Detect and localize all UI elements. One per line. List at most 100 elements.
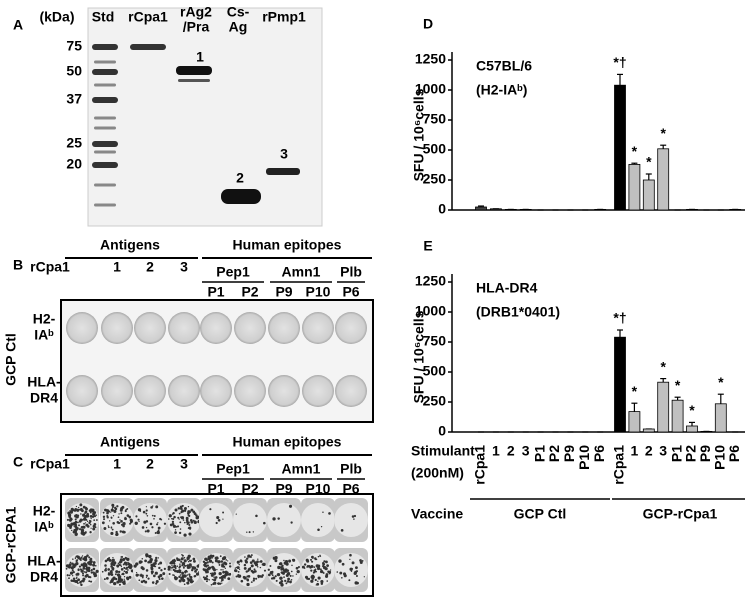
well — [334, 503, 368, 537]
spot — [171, 520, 175, 524]
spot — [122, 581, 126, 584]
significance-mark: * — [689, 402, 695, 418]
significance-mark: * — [632, 383, 638, 399]
spot — [203, 577, 207, 581]
spot — [154, 532, 157, 534]
spot — [72, 564, 75, 567]
spot — [92, 571, 95, 574]
spot — [244, 559, 248, 563]
vaccine-label: GCP Ctl — [3, 333, 19, 386]
spot — [206, 561, 209, 564]
spot — [210, 566, 212, 569]
spot — [326, 580, 329, 582]
bar — [642, 428, 655, 433]
spot — [316, 582, 320, 586]
spot — [129, 522, 132, 525]
spot — [194, 570, 197, 573]
spot — [110, 511, 112, 513]
spot — [209, 572, 212, 575]
spot — [192, 557, 196, 561]
spot — [181, 571, 185, 575]
y-tick-label: 750 — [423, 111, 447, 127]
x-tick-label: 2 — [507, 443, 515, 459]
spot — [85, 518, 88, 521]
spot — [353, 514, 357, 518]
spot — [255, 577, 258, 580]
spot — [234, 567, 237, 569]
x-tick-label: 1 — [631, 443, 639, 459]
significance-mark: * — [660, 358, 666, 374]
spot — [208, 579, 210, 581]
spot — [155, 582, 158, 585]
spot — [295, 573, 298, 575]
spot — [140, 580, 144, 584]
spot — [186, 564, 190, 568]
y-tick-label: 0 — [438, 423, 446, 439]
spot — [218, 571, 222, 576]
spot — [80, 556, 83, 559]
peptide-label: P1 — [207, 481, 224, 497]
spot — [107, 526, 110, 529]
spot — [70, 529, 73, 532]
peptide-label: P1 — [207, 284, 224, 300]
spot — [153, 561, 157, 565]
spot — [222, 569, 224, 571]
spot — [340, 529, 344, 532]
spot — [154, 558, 158, 563]
lane-label: Ag — [229, 19, 248, 35]
ladder-band — [94, 150, 116, 154]
spot — [112, 556, 114, 559]
spot — [145, 569, 149, 572]
row-label: DR4 — [30, 390, 58, 406]
spot — [188, 523, 191, 526]
spot — [109, 570, 113, 574]
spot — [213, 576, 215, 579]
spot — [143, 520, 147, 524]
row-label: DR4 — [30, 569, 58, 585]
spot — [82, 564, 86, 568]
bar — [594, 208, 607, 211]
spot — [214, 556, 218, 560]
spot — [328, 512, 331, 515]
spot — [310, 565, 312, 567]
spot — [151, 572, 153, 575]
bar — [729, 208, 742, 211]
spot — [343, 574, 347, 578]
well — [302, 375, 334, 407]
spot — [171, 564, 173, 566]
spot — [317, 555, 320, 558]
spot — [111, 508, 113, 511]
spot — [111, 568, 115, 571]
bar — [714, 403, 727, 433]
spot — [296, 569, 300, 574]
spot — [129, 564, 133, 568]
spot — [187, 579, 191, 583]
spot — [85, 507, 88, 511]
spot — [154, 571, 158, 575]
spot — [119, 558, 123, 562]
spot — [252, 579, 255, 582]
spot — [245, 570, 248, 573]
spot — [146, 529, 150, 533]
spot — [104, 568, 107, 572]
spot — [153, 515, 156, 518]
well — [134, 312, 166, 344]
group-header: Antigens — [100, 237, 160, 253]
spot — [75, 505, 78, 508]
bar — [686, 208, 698, 211]
ladder-label: 50 — [66, 63, 82, 79]
spot — [128, 516, 131, 519]
spot — [169, 561, 172, 565]
spot — [289, 574, 292, 577]
band-label: 3 — [280, 146, 288, 162]
spot — [69, 514, 72, 516]
spot — [111, 528, 114, 531]
spot — [122, 559, 125, 562]
spot — [137, 518, 140, 521]
spot — [124, 509, 127, 512]
significance-mark: * — [660, 125, 666, 141]
spot — [65, 564, 70, 568]
spot — [139, 510, 142, 512]
spot — [281, 564, 284, 568]
spot — [220, 580, 222, 582]
